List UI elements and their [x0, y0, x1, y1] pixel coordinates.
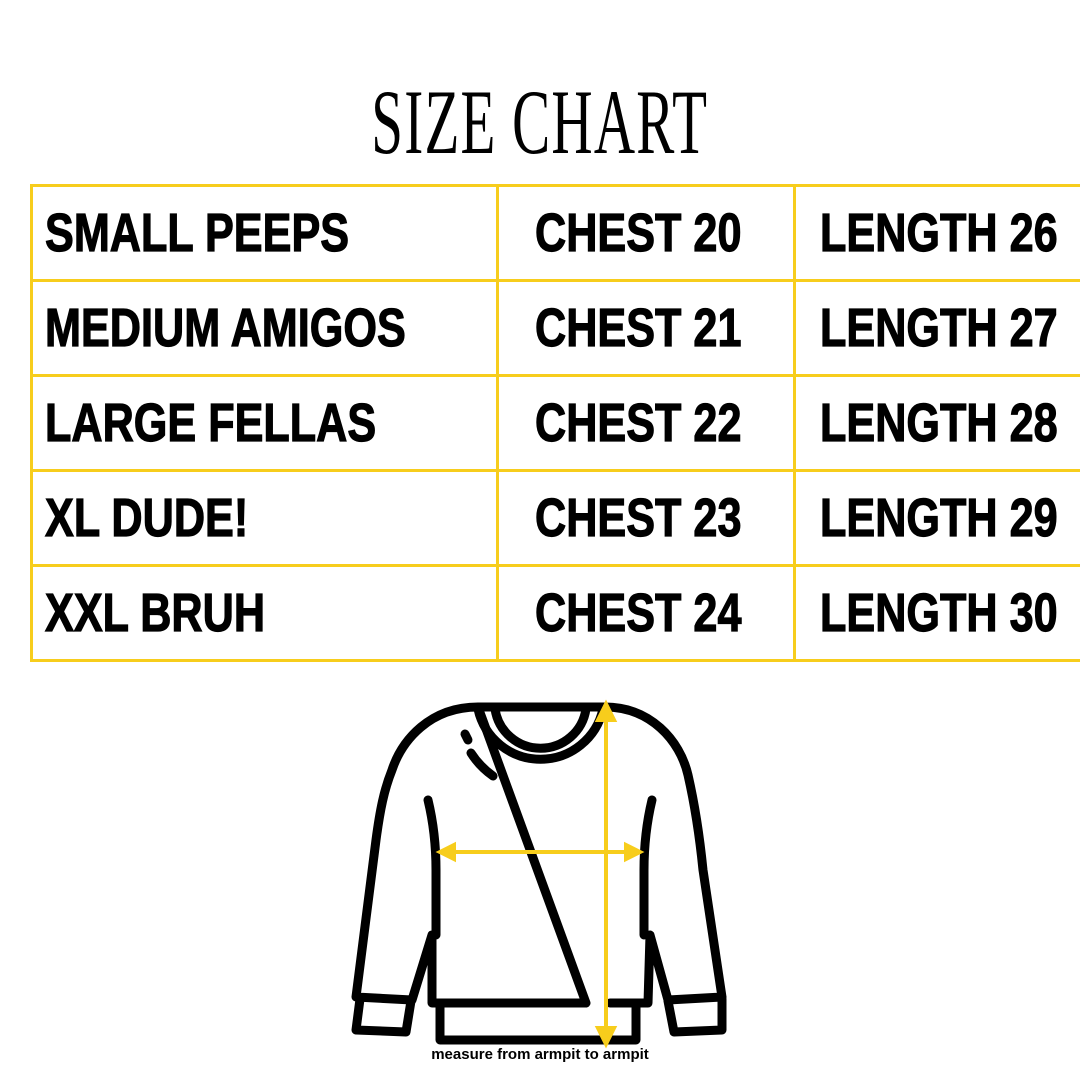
chest-value: CHEST 20: [534, 202, 742, 263]
size-cell: MEDIUM AMIGOS: [30, 279, 499, 377]
size-label: LARGE FELLAS: [45, 392, 377, 453]
chest-value: CHEST 23: [534, 487, 742, 548]
length-cell: LENGTH 28: [793, 374, 1080, 472]
chest-value: CHEST 22: [534, 392, 742, 453]
size-label: XXL BRUH: [45, 582, 266, 643]
length-value: LENGTH 29: [820, 487, 1059, 548]
length-value: LENGTH 27: [820, 297, 1059, 358]
table-row: XXL BRUH CHEST 24 LENGTH 30: [30, 564, 1080, 662]
measure-caption: measure from armpit to armpit: [431, 1046, 649, 1063]
measure-arrows: [435, 699, 645, 1049]
length-value: LENGTH 28: [820, 392, 1059, 453]
length-cell: LENGTH 30: [793, 564, 1080, 662]
size-label: SMALL PEEPS: [45, 202, 350, 263]
size-cell: LARGE FELLAS: [30, 374, 499, 472]
chest-cell: CHEST 23: [495, 469, 797, 567]
chest-cell: CHEST 20: [495, 184, 797, 282]
table-row: SMALL PEEPS CHEST 20 LENGTH 26: [30, 184, 1080, 282]
table-row: MEDIUM AMIGOS CHEST 21 LENGTH 27: [30, 279, 1080, 377]
chest-value: CHEST 21: [534, 297, 742, 358]
table-row: LARGE FELLAS CHEST 22 LENGTH 28: [30, 374, 1080, 472]
table-row: XL DUDE! CHEST 23 LENGTH 29: [30, 469, 1080, 567]
size-label: XL DUDE!: [45, 487, 249, 548]
size-label: MEDIUM AMIGOS: [45, 297, 407, 358]
chest-value: CHEST 24: [534, 582, 742, 643]
length-cell: LENGTH 26: [793, 184, 1080, 282]
title-text: SIZE CHART: [371, 71, 709, 173]
size-cell: SMALL PEEPS: [30, 184, 499, 282]
chest-cell: CHEST 22: [495, 374, 797, 472]
length-cell: LENGTH 27: [793, 279, 1080, 377]
size-table: SMALL PEEPS CHEST 20 LENGTH 26 MEDIUM AM…: [30, 184, 1080, 662]
length-cell: LENGTH 29: [793, 469, 1080, 567]
chest-cell: CHEST 24: [495, 564, 797, 662]
chest-cell: CHEST 21: [495, 279, 797, 377]
page-title: SIZE CHART: [0, 72, 1080, 172]
size-cell: XXL BRUH: [30, 564, 499, 662]
size-cell: XL DUDE!: [30, 469, 499, 567]
length-value: LENGTH 26: [820, 202, 1059, 263]
length-value: LENGTH 30: [820, 582, 1059, 643]
